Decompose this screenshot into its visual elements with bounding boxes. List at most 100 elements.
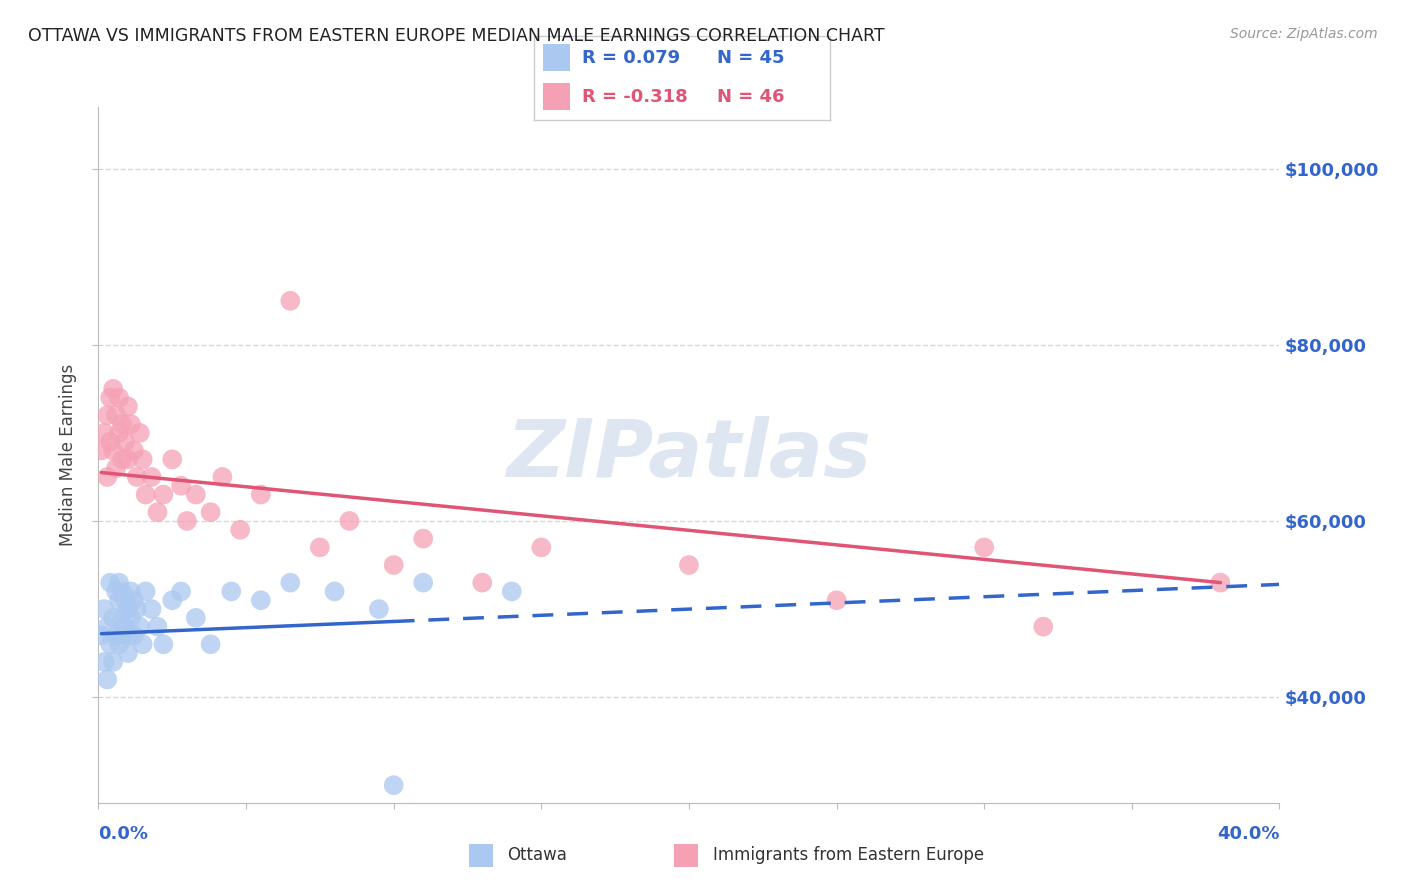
Text: Source: ZipAtlas.com: Source: ZipAtlas.com <box>1230 27 1378 41</box>
Point <box>250 487 273 501</box>
Point <box>111 611 134 625</box>
Point <box>111 452 134 467</box>
Point <box>309 541 332 555</box>
Point <box>368 602 391 616</box>
Point <box>117 628 139 642</box>
Point <box>278 575 302 590</box>
Point <box>111 584 134 599</box>
Point <box>128 425 150 440</box>
Point <box>141 470 163 484</box>
Text: ZIPatlas: ZIPatlas <box>506 416 872 494</box>
Point <box>122 628 145 642</box>
Bar <box>543 44 569 71</box>
Text: R = -0.318: R = -0.318 <box>582 87 688 105</box>
Point <box>132 637 155 651</box>
Point <box>98 575 121 590</box>
Point <box>152 637 174 651</box>
Point <box>152 487 174 501</box>
Point <box>278 293 302 308</box>
Point <box>184 487 207 501</box>
Point <box>105 409 128 423</box>
Point <box>125 602 148 616</box>
Text: Ottawa: Ottawa <box>508 847 567 864</box>
Point <box>108 425 131 440</box>
Point <box>103 655 125 669</box>
Point <box>132 452 155 467</box>
Point <box>98 637 121 651</box>
Point <box>120 584 142 599</box>
Text: OTTAWA VS IMMIGRANTS FROM EASTERN EUROPE MEDIAN MALE EARNINGS CORRELATION CHART: OTTAWA VS IMMIGRANTS FROM EASTERN EUROPE… <box>28 27 884 45</box>
Point <box>117 452 139 467</box>
Point <box>184 611 207 625</box>
Point <box>146 505 169 519</box>
Point <box>96 470 118 484</box>
Text: 40.0%: 40.0% <box>1218 825 1279 843</box>
Point <box>412 575 434 590</box>
Point <box>108 391 131 405</box>
Point <box>90 443 112 458</box>
Point <box>135 584 157 599</box>
Point <box>103 443 125 458</box>
Point <box>229 523 252 537</box>
Point <box>162 452 183 467</box>
Point <box>170 479 193 493</box>
Point <box>90 628 112 642</box>
Point <box>530 541 553 555</box>
Point <box>103 382 125 396</box>
Point <box>122 593 145 607</box>
Point <box>678 558 700 572</box>
Point <box>1209 575 1232 590</box>
Point <box>96 620 118 634</box>
Point <box>105 461 128 475</box>
Point <box>122 443 145 458</box>
Point <box>1032 620 1054 634</box>
Point <box>120 417 142 431</box>
Point <box>105 628 128 642</box>
Point <box>135 487 157 501</box>
Point <box>111 417 134 431</box>
Text: R = 0.079: R = 0.079 <box>582 49 679 67</box>
Point <box>98 391 121 405</box>
Point <box>250 593 273 607</box>
Point <box>96 673 118 687</box>
Text: N = 46: N = 46 <box>717 87 785 105</box>
Y-axis label: Median Male Earnings: Median Male Earnings <box>59 364 77 546</box>
Point <box>141 602 163 616</box>
Point <box>162 593 183 607</box>
Text: N = 45: N = 45 <box>717 49 785 67</box>
Point <box>108 637 131 651</box>
Point <box>93 602 115 616</box>
Point <box>105 584 128 599</box>
Point <box>117 646 139 660</box>
Point <box>93 425 115 440</box>
Point <box>219 584 242 599</box>
Bar <box>675 844 699 867</box>
Point <box>412 532 434 546</box>
Point <box>120 611 142 625</box>
Point <box>501 584 523 599</box>
Point <box>382 558 405 572</box>
Point <box>114 593 136 607</box>
Point <box>98 434 121 449</box>
Bar <box>543 83 569 111</box>
Text: Immigrants from Eastern Europe: Immigrants from Eastern Europe <box>713 847 984 864</box>
Point <box>170 584 193 599</box>
Point <box>973 541 995 555</box>
Point <box>211 470 233 484</box>
Point <box>93 655 115 669</box>
Point <box>339 514 360 528</box>
Text: 0.0%: 0.0% <box>98 825 149 843</box>
Point <box>125 470 148 484</box>
Point <box>117 602 139 616</box>
Point <box>200 505 222 519</box>
Point <box>471 575 494 590</box>
Point <box>108 593 131 607</box>
Point <box>108 575 131 590</box>
Point <box>176 514 198 528</box>
Point <box>146 620 169 634</box>
Point <box>825 593 848 607</box>
Point <box>128 620 150 634</box>
Point <box>103 611 125 625</box>
Point <box>323 584 346 599</box>
Point <box>200 637 222 651</box>
